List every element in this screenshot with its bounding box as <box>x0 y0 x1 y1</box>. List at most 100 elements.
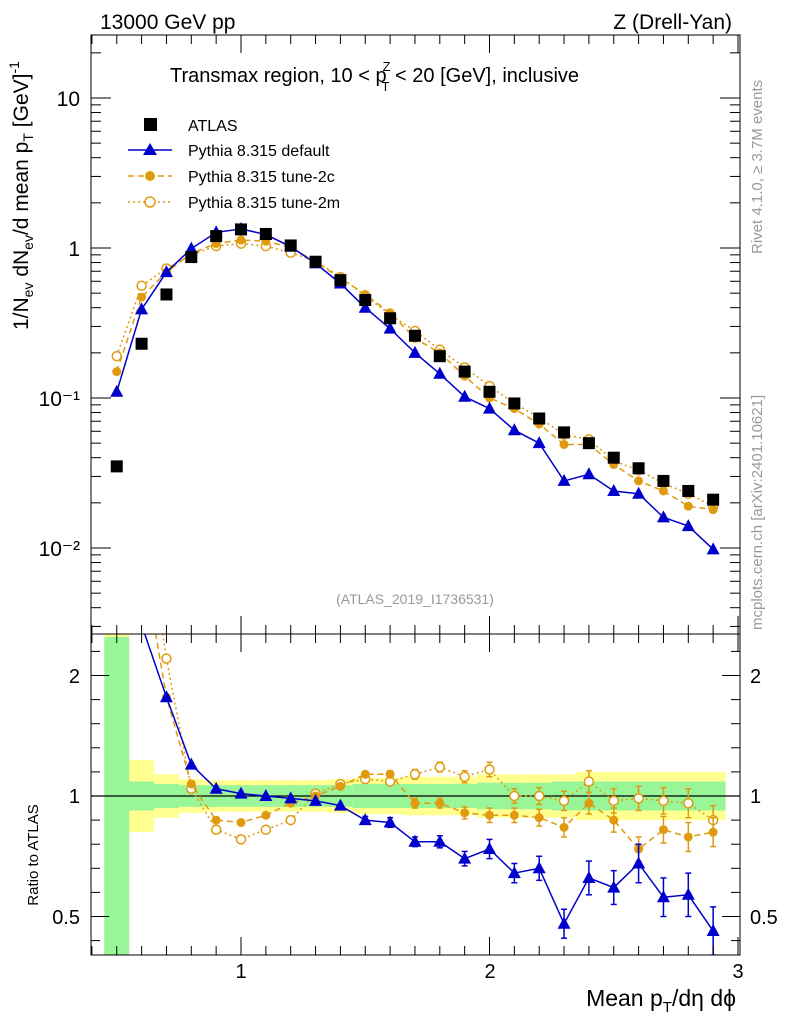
ratio-point-default <box>209 781 223 794</box>
point-default <box>458 389 472 402</box>
ratio-ytick-2: 2 <box>69 666 80 688</box>
ytick-label-10: 10 <box>57 88 80 111</box>
point-atlas <box>334 274 347 287</box>
point-atlas <box>607 451 620 464</box>
point-atlas <box>657 474 670 487</box>
point-atlas <box>309 255 322 268</box>
point-tune2c <box>634 476 644 486</box>
ratio-ylabel: Ratio to ATLAS <box>25 804 42 905</box>
point-atlas <box>185 251 198 264</box>
point-atlas <box>160 288 173 301</box>
legend-label-tune2m: Pythia 8.315 tune-2m <box>188 195 340 212</box>
line-tune2c <box>116 239 714 511</box>
ratio-point-tune2c <box>435 798 445 808</box>
ratio-series <box>110 283 720 955</box>
point-default <box>408 345 422 358</box>
legend-marker-default <box>143 143 157 155</box>
ratio-point-tune2m <box>533 790 545 802</box>
ytick-label-0.01: 10⁻² <box>39 538 80 561</box>
analysis-id: (ATLAS_2019_I1736531) <box>336 591 494 607</box>
legend-label-atlas: ATLAS <box>188 118 238 135</box>
ratio-point-tune2c <box>360 769 370 779</box>
ratio-point-tune2m <box>658 795 669 807</box>
ratio-point-tune2c <box>211 815 221 825</box>
ratio-point-tune2c <box>137 546 146 555</box>
ratio-point-default <box>458 851 472 864</box>
legend-marker-tune2m <box>144 196 156 208</box>
point-atlas <box>135 337 148 350</box>
point-tune2c <box>683 501 693 511</box>
xtick-label-2: 2 <box>484 961 495 983</box>
ratio-point-tune2c <box>658 825 668 835</box>
xtick-label-3: 3 <box>732 961 743 983</box>
ratio-ytick-right-0.5: 0.5 <box>750 907 778 929</box>
point-atlas <box>582 437 595 450</box>
main-ylabel: 1/Nev dNev/d mean pT [GeV]-1 <box>6 61 36 330</box>
point-atlas <box>483 385 496 398</box>
point-default <box>483 401 496 414</box>
ratio-point-default <box>309 793 323 806</box>
ratio-point-tune2m <box>210 824 222 835</box>
point-default <box>582 467 596 480</box>
point-atlas <box>210 230 223 243</box>
point-tune2c <box>137 292 147 302</box>
ytick-label-0.1: 10⁻¹ <box>39 388 80 411</box>
point-tune2c <box>658 486 668 496</box>
ratio-ytick-1: 1 <box>69 786 80 808</box>
ratio-point-tune2c <box>509 810 519 820</box>
ratio-point-tune2c <box>236 818 246 828</box>
main-panel: Transmax region, 10 < pZ T < 20 [GeV], in… <box>6 34 741 635</box>
legend-label-default: Pythia 8.315 default <box>188 143 330 160</box>
ratio-point-default <box>408 834 422 847</box>
ratio-point-tune2c <box>460 808 470 818</box>
point-atlas <box>408 329 421 342</box>
ratio-point-default <box>184 757 198 770</box>
ratio-panel: Ratio to ATLAS 2 1 0.5 2 1 0.5 1 2 3 Mea… <box>25 283 778 1016</box>
ratio-point-tune2c <box>410 798 420 808</box>
ratio-point-default <box>582 870 596 883</box>
ratio-point-tune2m <box>509 790 520 802</box>
ratio-point-default <box>284 791 298 804</box>
ratio-point-tune2c <box>708 827 718 837</box>
beam-label: 13000 GeV pp <box>100 11 235 34</box>
ratio-point-tune2c <box>683 832 693 842</box>
ratio-point-tune2c <box>534 813 544 823</box>
ratio-point-tune2m <box>260 824 272 835</box>
ratio-point-default <box>706 923 720 936</box>
ratio-point-tune2m <box>137 495 146 504</box>
point-default <box>383 321 397 334</box>
ratio-point-default <box>234 786 248 799</box>
point-default <box>159 265 173 278</box>
ratio-point-default <box>259 789 273 801</box>
ratio-point-default <box>507 866 521 879</box>
ratio-point-default <box>557 916 571 929</box>
ytick-label-1: 1 <box>68 238 80 261</box>
ratio-point-tune2c <box>261 810 271 820</box>
legend-label-tune2c: Pythia 8.315 tune-2c <box>188 169 335 186</box>
point-tune2c <box>236 235 246 245</box>
ratio-point-tune2m <box>235 834 247 845</box>
ratio-point-tune2c <box>584 798 594 808</box>
ratio-point-default <box>532 861 546 874</box>
ratio-point-tune2m <box>633 793 644 804</box>
point-default <box>632 486 646 499</box>
point-tune2m <box>136 280 147 292</box>
line-tune2m <box>116 242 714 507</box>
point-atlas <box>508 397 521 410</box>
point-atlas <box>533 412 546 425</box>
ratio-point-tune2c <box>385 769 395 779</box>
line-default <box>116 228 714 550</box>
legend-marker-atlas <box>144 118 157 131</box>
point-default <box>358 300 372 313</box>
ratio-point-default <box>110 283 123 295</box>
point-atlas <box>359 294 372 307</box>
ratio-point-default <box>383 815 397 828</box>
ratio-point-tune2m <box>161 653 172 664</box>
x-axis-label: Mean pT/dη dϕ <box>586 985 736 1016</box>
point-default <box>184 241 198 254</box>
ratio-point-tune2m <box>608 795 619 807</box>
main-axis-ticks <box>91 35 740 634</box>
point-atlas <box>433 350 446 363</box>
ratio-point-default <box>681 887 695 900</box>
